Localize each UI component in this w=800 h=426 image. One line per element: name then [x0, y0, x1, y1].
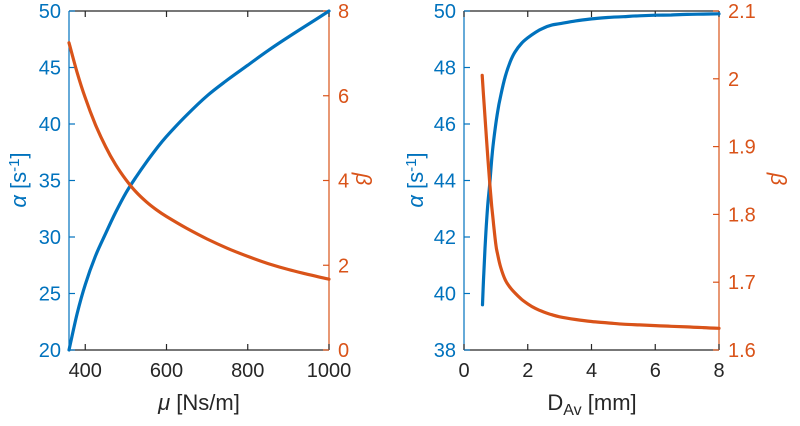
y-axis-label-left-plot2: α [s-1] — [398, 110, 428, 250]
plot2-y-left-tick-label: 44 — [434, 171, 456, 193]
plot1-curve-beta — [67, 41, 331, 281]
plot1-x-tick-label: 1000 — [307, 360, 352, 382]
x-axis-label-plot2: DAv [mm] — [492, 389, 692, 419]
plot1-y-right-tick-label: 2 — [338, 255, 349, 277]
plot1-y-right-tick-label: 4 — [338, 171, 349, 193]
d-subscript: Av — [563, 402, 582, 419]
plot1-y-left-tick-label: 50 — [39, 1, 61, 23]
plot1-y-left-tick-label: 40 — [39, 114, 61, 136]
y-axis-label-left-plot1: α [s-1] — [1, 110, 31, 250]
y-axis-label-right-plot2: β — [764, 165, 792, 193]
alpha-unit-close: ] — [6, 152, 31, 159]
plot1-y-right-tick-label: 6 — [338, 86, 349, 108]
plot2-y-left-tick-label: 42 — [434, 227, 456, 249]
plot2-y-left-tick-label: 40 — [434, 284, 456, 306]
plot1-y-left-tick-label: 25 — [39, 284, 61, 306]
plot1-y-left-tick-label: 30 — [39, 227, 61, 249]
d-unit: [mm] — [581, 390, 637, 415]
plot2-y-left-tick-label: 48 — [434, 58, 456, 80]
alpha-unit-open: [s — [403, 171, 428, 196]
alpha-unit-open: [s — [6, 171, 31, 196]
plot2-curve-beta — [480, 73, 721, 330]
plot2-x-tick-label: 6 — [650, 360, 661, 382]
y-axis-label-right-plot1: β — [349, 165, 377, 193]
plot1-y-left-tick-label: 45 — [39, 58, 61, 80]
alpha-unit-close: ] — [403, 152, 428, 159]
alpha-symbol: α — [403, 195, 428, 208]
plot2-x-tick-label: 4 — [586, 360, 597, 382]
plot1-x-tick-label: 400 — [69, 360, 102, 382]
plot2-y-right-tick-label: 2.1 — [728, 1, 756, 23]
plot2-y-left-tick-label: 50 — [434, 1, 456, 23]
beta-symbol: β — [351, 172, 376, 186]
plot2-y-left-tick-label: 38 — [434, 340, 456, 362]
plot2-y-right-tick-label: 1.7 — [728, 272, 756, 294]
alpha-unit-exponent: -1 — [403, 158, 420, 172]
plot2-y-right-tick-label: 1.8 — [728, 204, 756, 226]
plot2-x-tick-label: 0 — [458, 360, 469, 382]
plot1-x-tick-label: 800 — [231, 360, 264, 382]
alpha-symbol: α — [6, 195, 31, 208]
mu-unit: [Ns/m] — [170, 390, 240, 415]
plot1-y-left-tick-label: 35 — [39, 171, 61, 193]
plot2-curve-alpha — [480, 12, 721, 307]
mu-symbol: μ — [158, 390, 171, 415]
alpha-unit-exponent: -1 — [6, 158, 23, 172]
plot2-x-tick-label: 8 — [713, 360, 724, 382]
d-symbol: D — [547, 390, 564, 415]
plot1-x-tick-label: 600 — [150, 360, 183, 382]
plot2-y-left-tick-label: 46 — [434, 114, 456, 136]
beta-symbol: β — [766, 172, 791, 186]
plot1-curve-alpha — [67, 9, 331, 352]
plot1-y-left-tick-label: 20 — [39, 340, 61, 362]
x-axis-label-plot1: μ [Ns/m] — [99, 389, 299, 417]
plot2-y-right-tick-label: 1.6 — [728, 340, 756, 362]
plot1-y-right-tick-label: 8 — [338, 1, 349, 23]
plot1-y-right-tick-label: 0 — [338, 340, 349, 362]
plot2-y-right-tick-label: 1.9 — [728, 137, 756, 159]
plot2-x-tick-label: 2 — [522, 360, 533, 382]
plot2-y-right-tick-label: 2 — [728, 69, 739, 91]
